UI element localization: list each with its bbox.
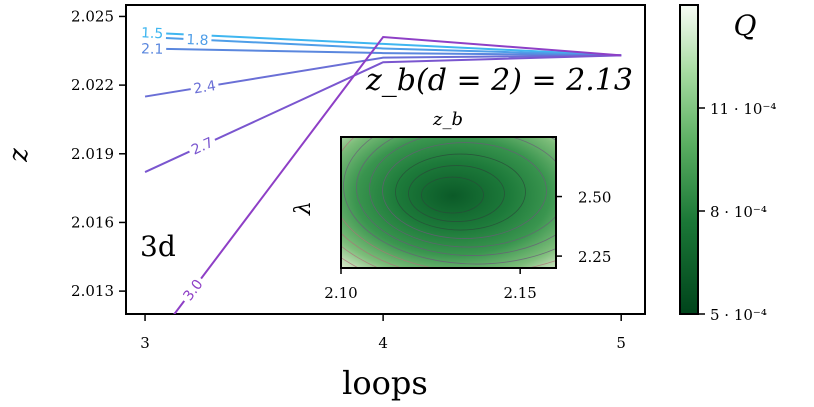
series-label-bg — [185, 131, 219, 159]
series-line-2.4 — [144, 54, 622, 98]
inset-heatmap: 2.10 2.15 2.25 2.50 z_b λ — [291, 109, 611, 302]
y-tick-label: 2.025 — [71, 7, 114, 25]
colorbar-label: Q — [734, 9, 757, 42]
series-label-group: 1.5 — [137, 23, 167, 42]
series-label-1.8: 1.8 — [186, 32, 209, 49]
contour-line — [343, 137, 556, 265]
contour-line — [356, 137, 556, 256]
colorbar-ticks: 5 · 10⁻⁴ 8 · 10⁻⁴ 11 · 10⁻⁴ — [698, 100, 776, 324]
inset-x-tick-label: 2.10 — [324, 284, 357, 302]
series-label-1.5: 1.5 — [141, 25, 164, 42]
series-label-bg — [138, 39, 167, 57]
inset-axis-ticks: 2.10 2.15 2.25 2.50 — [324, 189, 611, 302]
colorbar: Q 5 · 10⁻⁴ 8 · 10⁻⁴ 11 · 10⁻⁴ — [679, 4, 776, 324]
series-label-bg — [177, 273, 208, 306]
series-label-bg — [137, 23, 167, 42]
series-line-2.7 — [144, 54, 622, 173]
contour-line — [395, 153, 526, 231]
inset-y-label: λ — [291, 201, 316, 216]
series-label-group: 2.4 — [189, 75, 220, 98]
series-line-1.5 — [144, 31, 622, 57]
series-label-group: 1.8 — [183, 29, 212, 49]
main-axis-ticks: 3 4 5 2.013 2.016 2.019 2.022 2.025 — [71, 7, 626, 352]
series-label-group: 2.1 — [138, 39, 167, 58]
x-tick-label: 3 — [140, 334, 150, 352]
series-label-2.4: 2.4 — [192, 78, 217, 97]
contour-line — [382, 142, 547, 239]
y-tick-label: 2.013 — [71, 282, 114, 300]
x-tick-label: 4 — [378, 334, 388, 352]
inset-y-tick-label: 2.50 — [578, 189, 611, 207]
y-axis-label: z — [4, 148, 34, 163]
x-axis-label: loops — [342, 364, 428, 402]
series-label-2.1: 2.1 — [141, 41, 164, 57]
x-tick-label: 5 — [616, 334, 626, 352]
heatmap-contours — [341, 137, 556, 268]
y-tick-label: 2.022 — [71, 76, 114, 94]
contour-line — [369, 137, 556, 248]
label-3d: 3d — [140, 230, 176, 263]
y-tick-label: 2.019 — [71, 145, 114, 163]
series-label-bg — [183, 29, 212, 49]
inset-y-tick-label: 2.25 — [578, 248, 611, 266]
colorbar-tick-label: 5 · 10⁻⁴ — [710, 306, 767, 324]
y-tick-label: 2.016 — [71, 213, 114, 231]
series-line-1.8 — [144, 36, 622, 57]
contour-line — [408, 165, 505, 222]
inset-x-label: z_b — [432, 109, 463, 130]
series-line-3.0 — [173, 36, 622, 314]
annotation-result: z_b(d = 2) = 2.13 — [365, 63, 633, 98]
colorbar-tick-label: 11 · 10⁻⁴ — [710, 100, 776, 118]
heatmap-fill — [341, 137, 556, 268]
contour-line — [421, 176, 484, 214]
inset-x-tick-label: 2.15 — [503, 284, 536, 302]
colorbar-gradient — [679, 4, 699, 315]
heatmap-frame — [340, 136, 557, 269]
series-label-bg — [189, 75, 220, 97]
series-lines — [144, 31, 622, 314]
series-line-2.1 — [145, 47, 622, 57]
colorbar-tick-label: 8 · 10⁻⁴ — [710, 203, 767, 221]
